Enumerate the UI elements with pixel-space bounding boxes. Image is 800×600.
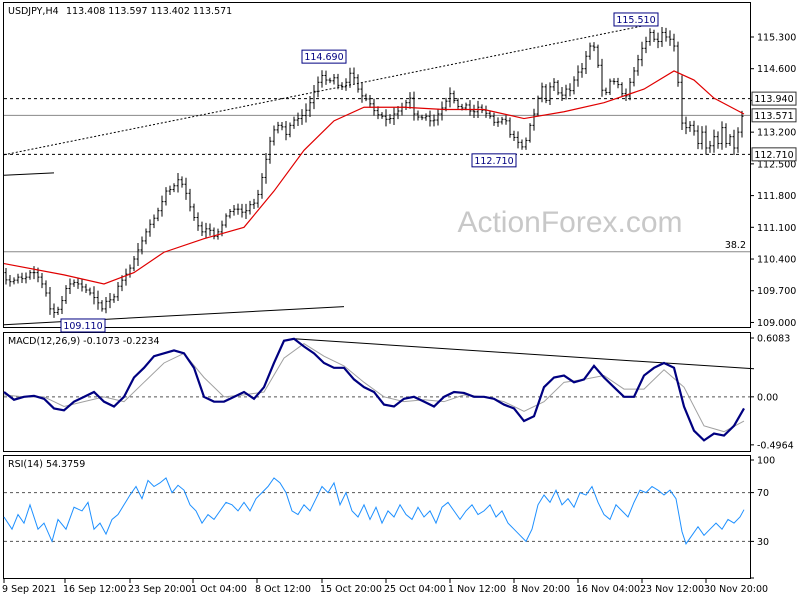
- time-tick-label: 8 Nov 20:00: [512, 584, 570, 595]
- time-tick-label: 25 Oct 04:00: [384, 584, 446, 595]
- price-layer: 38.2 115.510 114.690 112.710 109.110: [3, 12, 750, 333]
- price-tick-label: 109.700: [757, 286, 796, 297]
- level-tag: [751, 108, 797, 123]
- rsi-line: [3, 477, 745, 545]
- macd-panel-title: MACD(12,26,9) -0.1073 -0.2234: [8, 336, 160, 347]
- price-panel-ohlc: 113.408 113.597 113.402 113.571: [66, 6, 232, 17]
- time-tick-label: 1 Nov 12:00: [448, 584, 506, 595]
- level-tag-label: 112.710: [754, 150, 793, 161]
- price-tick-label: 110.400: [757, 255, 796, 266]
- level-tag: [751, 147, 797, 162]
- annotation-label: 114.690: [304, 52, 343, 63]
- macd-trendline: [293, 338, 755, 370]
- time-tick-label: 16 Sep 12:00: [63, 584, 126, 595]
- rsi-axis: 100 70 30: [750, 456, 775, 579]
- macd-line: [3, 337, 745, 442]
- time-tick-label: 16 Nov 04:00: [576, 584, 640, 595]
- price-tick-label: 109.000: [757, 318, 796, 329]
- time-tick-label: 30 Nov 20:00: [704, 584, 768, 595]
- time-tick-label: 15 Oct 20:00: [320, 584, 382, 595]
- rsi-tick-label: 100: [757, 456, 775, 467]
- time-tick-label: 1 Oct 04:00: [191, 584, 247, 595]
- level-tag-label: 113.940: [754, 94, 793, 105]
- fib-level-label: 38.2: [725, 240, 746, 251]
- trendline: [3, 25, 645, 156]
- time-axis: 9 Sep 2021 16 Sep 12:00 23 Sep 20:00 1 Oct …: [2, 579, 768, 595]
- annotation-label: 112.710: [474, 156, 513, 167]
- price-panel-frame: [3, 2, 751, 328]
- price-tick-label: 115.300: [757, 32, 796, 43]
- rsi-tick-label: 30: [757, 537, 769, 548]
- time-tick-label: 23 Nov 12:00: [640, 584, 704, 595]
- macd-layer: [3, 337, 755, 442]
- annotation-box: [471, 153, 517, 168]
- watermark: ActionForex.com: [457, 206, 682, 239]
- rsi-panel-title: RSI(14) 54.3759: [8, 459, 85, 470]
- time-tick-label: 23 Sep 20:00: [128, 584, 191, 595]
- level-tag: [751, 91, 797, 106]
- annotation-box: [613, 12, 659, 27]
- rsi-tick-label: 70: [757, 488, 769, 499]
- time-tick-label: 9 Sep 2021: [2, 584, 56, 595]
- price-tick-label: 111.100: [757, 223, 796, 234]
- price-axis: 115.300114.600113.900113.200112.500111.8…: [750, 32, 797, 329]
- annotation-label: 109.110: [63, 321, 102, 332]
- macd-tick-label: 0.00: [757, 392, 778, 403]
- price-tick-label: 114.600: [757, 64, 796, 75]
- level-tag-label: 113.571: [754, 111, 793, 122]
- macd-tick-label: -0.4964: [757, 440, 794, 451]
- macd-tick-label: 0.6083: [757, 334, 790, 345]
- price-tick-label: 111.800: [757, 191, 796, 202]
- annotation-box: [301, 49, 347, 64]
- time-tick-label: 8 Oct 12:00: [255, 584, 311, 595]
- price-tick-label: 113.200: [757, 128, 796, 139]
- price-bars: [4, 27, 744, 318]
- price-panel-title: USDJPY,H4: [8, 6, 59, 17]
- annotation-box: [60, 318, 106, 333]
- annotation-label: 115.510: [616, 15, 655, 26]
- trendline: [3, 172, 55, 176]
- macd-panel-frame: [3, 332, 751, 452]
- rsi-panel-frame: [3, 455, 751, 579]
- macd-axis: 0.6083 0.00 -0.4964: [750, 334, 794, 451]
- rsi-layer: [3, 477, 750, 545]
- price-tick-label: 112.500: [757, 159, 796, 170]
- moving-average-line: [3, 70, 745, 285]
- macd-signal-line: [3, 343, 745, 433]
